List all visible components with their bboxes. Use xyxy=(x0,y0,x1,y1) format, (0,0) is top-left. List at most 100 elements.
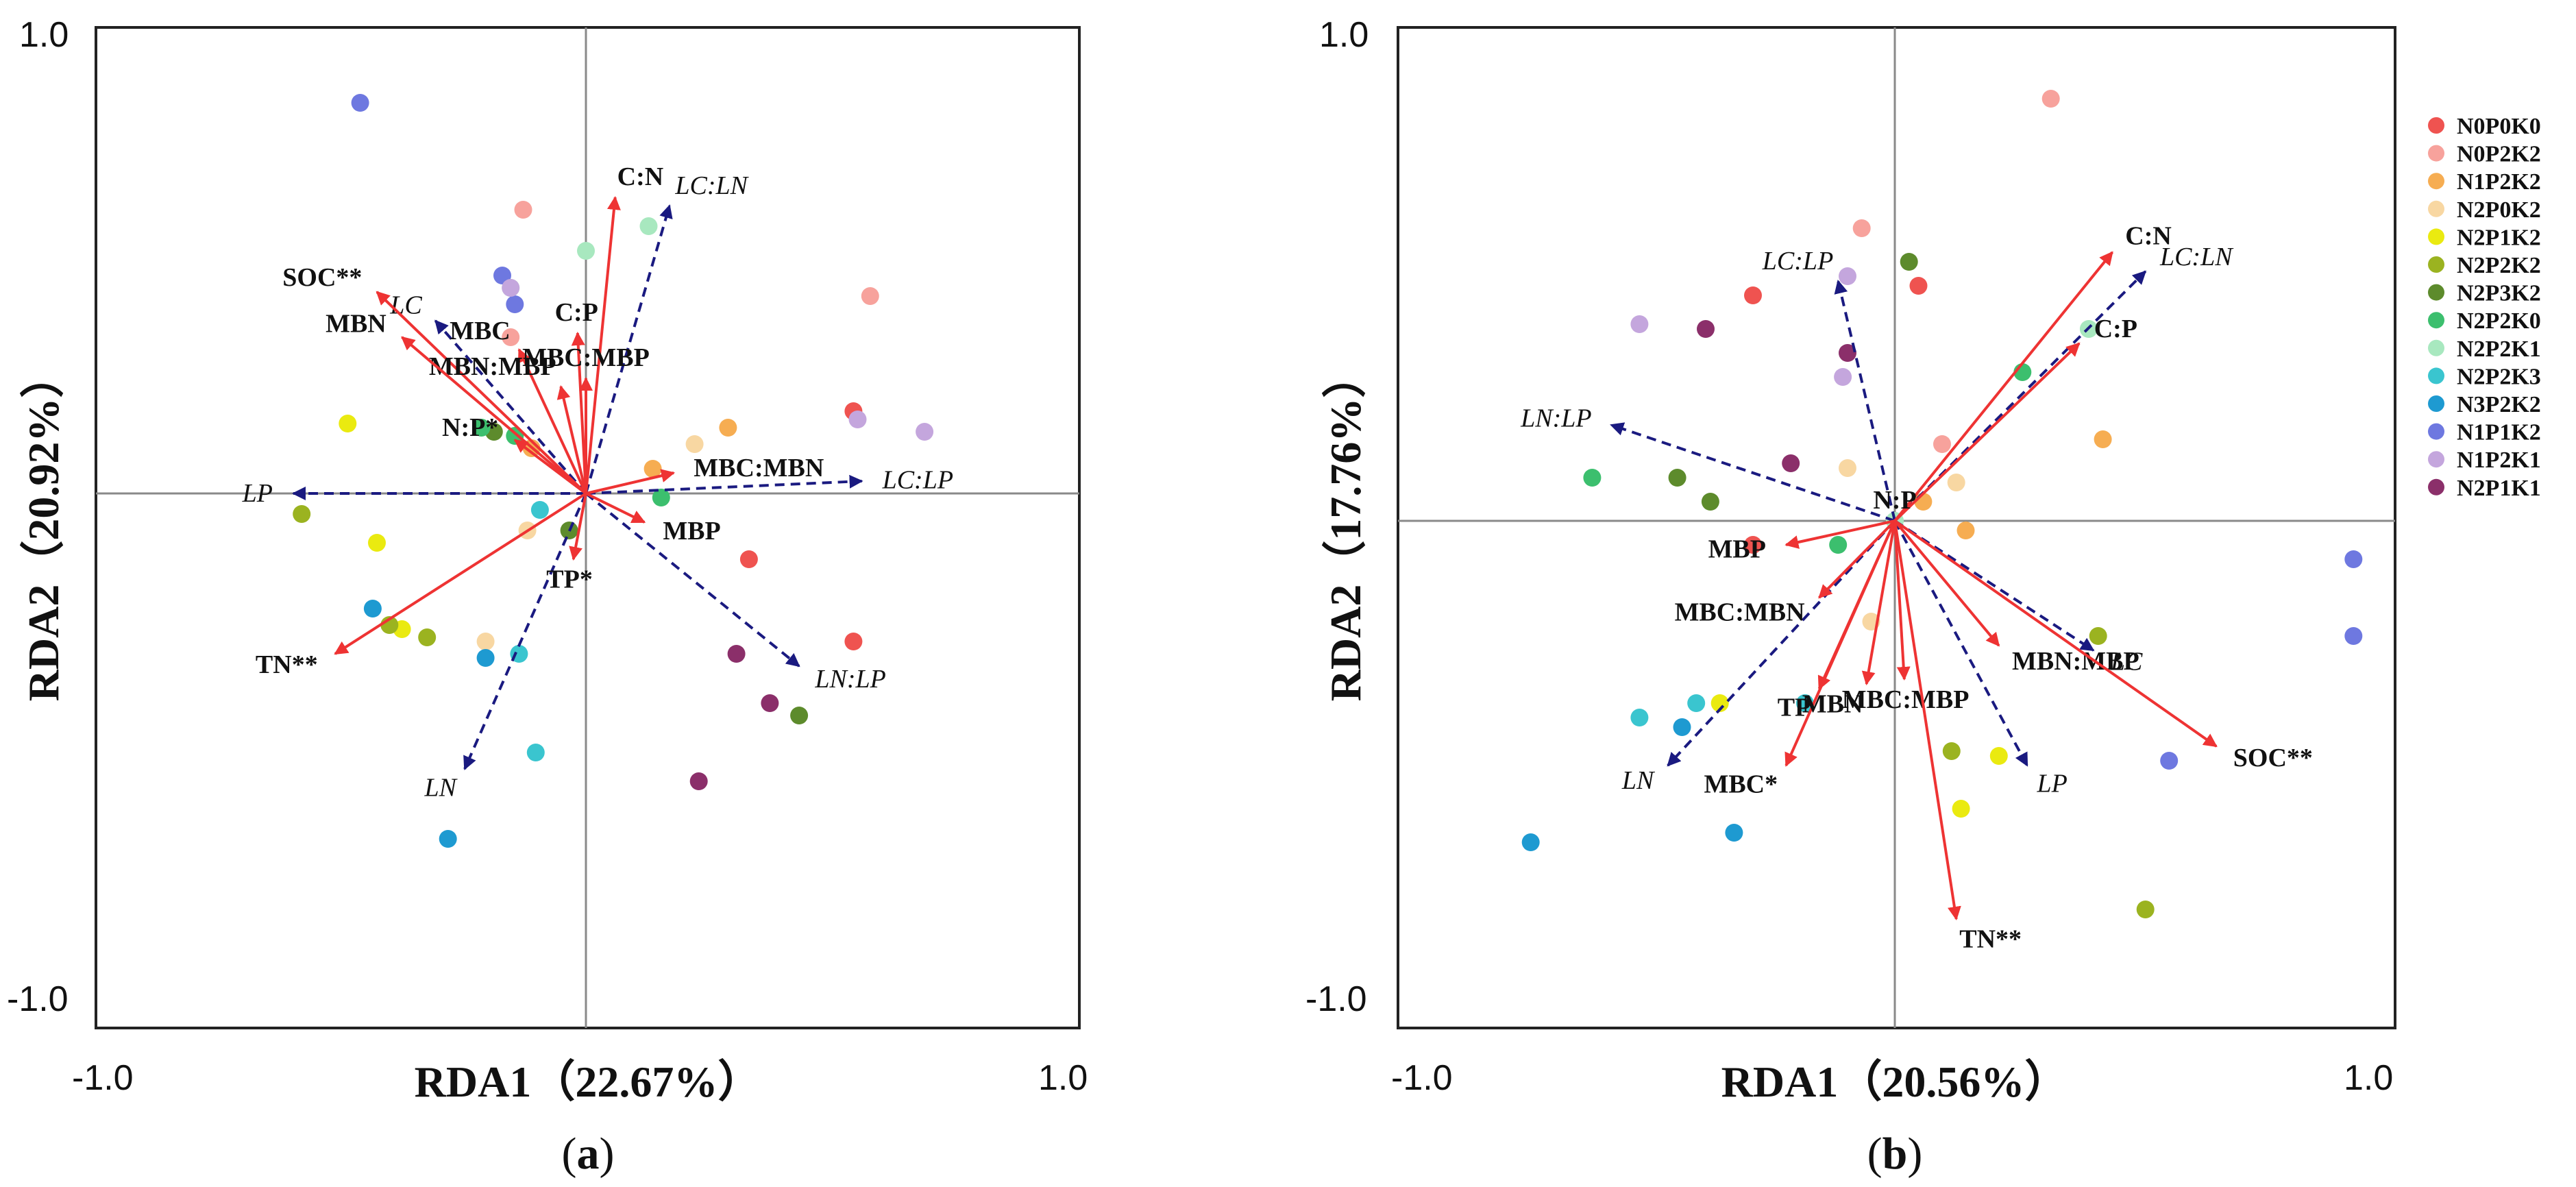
legend-swatch-n1p2k1 xyxy=(2428,451,2444,468)
panel-a-point-n2p2k2-15 xyxy=(293,505,311,523)
panel-a-label: (a) xyxy=(562,1129,615,1179)
panel-a-env-label-tn: TN** xyxy=(256,650,318,679)
panel-b-env-label-tn: TN** xyxy=(1959,925,2022,954)
panel-a-frame xyxy=(95,26,1081,1029)
panel-a-point-n3p2k2-32 xyxy=(439,830,457,848)
panel-a-point-n1p2k2-8 xyxy=(643,460,662,478)
legend-label-n2p2k2: N2P2K2 xyxy=(2457,253,2541,278)
panel-b-ytick-bottom: -1.0 xyxy=(1305,979,1367,1019)
panel-b-point-n2p1k2-14 xyxy=(1952,800,1970,818)
panel-b-letter: b xyxy=(1882,1129,1908,1179)
panel-a-species-label-lp: LP xyxy=(242,479,273,508)
panel-a-point-n2p2k3-27 xyxy=(530,501,549,519)
panel-b-point-n1p2k2-6 xyxy=(2094,430,2112,448)
legend-label-n0p2k2: N0P2K2 xyxy=(2457,142,2541,167)
panel-a-env-arrow-mbc xyxy=(517,348,587,494)
panel-b-species-arrow-lc-ln xyxy=(1893,270,2147,522)
legend-swatch-n2p2k2 xyxy=(2428,256,2444,273)
panel-b-xlabel: RDA1（20.56%） xyxy=(1721,1057,2069,1106)
legend-label-n2p1k1: N2P1K1 xyxy=(2457,476,2541,501)
panel-b-point-n2p2k0-21 xyxy=(1583,469,1602,487)
panel-a-point-n0p0k0-1 xyxy=(739,550,758,568)
panel-a-point-n0p2k2-5 xyxy=(861,287,879,305)
panel-a-env-label-mbc-mbp: MBC:MBP xyxy=(522,343,650,372)
panel-a-point-n2p3k2-20 xyxy=(790,707,809,724)
legend-label-n0p0k0: N0P0K0 xyxy=(2457,114,2541,139)
panel-b-species-label-ln-lp: LN:LP xyxy=(1520,404,1591,432)
legend-swatch-n1p1k2 xyxy=(2428,423,2444,440)
legend-label-n2p1k2: N2P1K2 xyxy=(2457,225,2541,250)
panel-b-point-n1p2k1-36 xyxy=(1839,267,1856,285)
panel-b-point-n2p0k2-10 xyxy=(1839,459,1856,477)
panel-b-point-n2p2k0-22 xyxy=(1829,536,1848,554)
panel-a-point-n0p2k2-4 xyxy=(502,328,520,346)
panel-a-letter: a xyxy=(577,1129,600,1179)
panel-a-point-n1p2k1-37 xyxy=(848,411,867,428)
panel-a-species-label-lc-ln: LC:LN xyxy=(674,171,749,200)
panel-b-point-n1p2k2-7 xyxy=(1956,522,1975,539)
panel-a: LC:LN LC LP LC:LP LN:LP LN C:N C:P SOC** MBC MBN:M… xyxy=(7,15,1088,1179)
panel-b-point-n2p2k3-29 xyxy=(1795,694,1814,712)
panel-b-xtick-right: 1.0 xyxy=(2344,1058,2393,1098)
legend-swatch-n1p2k2 xyxy=(2428,173,2444,190)
panel-a-species-arrow-ln xyxy=(463,493,587,770)
panel-b-species-arrow-ln-lp xyxy=(1610,422,1896,522)
panel-b-env-label-c-p: C:P xyxy=(2094,315,2137,343)
panel-a-xtick-left: -1.0 xyxy=(72,1058,134,1098)
panel-a-env-arrow-tn xyxy=(334,492,587,655)
panel-b-env-arrow-mbn-mbp xyxy=(1893,519,2000,647)
panel-b-point-n1p2k1-37 xyxy=(1630,315,1649,333)
panel-b-point-n2p1k2-13 xyxy=(1989,747,2008,765)
panel-b-point-n2p0k2-9 xyxy=(1947,474,1965,491)
panel-b-env-arrow-mbc xyxy=(1784,520,1896,767)
legend-swatch-n2p3k2 xyxy=(2428,284,2444,301)
panel-a-env-label-mbn: MBN xyxy=(326,310,387,339)
legend-label-n1p1k2: N1P1K2 xyxy=(2457,420,2541,445)
panel-a-point-n2p2k0-21 xyxy=(472,419,491,437)
panel-a-env-label-soc: SOC** xyxy=(282,263,362,292)
panel-b-point-n1p1k2-34 xyxy=(2344,627,2363,645)
panel-b-env-label-mbc: MBC* xyxy=(1704,770,1778,798)
legend-swatch-n2p2k1 xyxy=(2428,339,2444,356)
panel-b-env-arrow-mbc-mbp xyxy=(1893,520,1911,681)
panel-a-env-label-mbc-mbn: MBC:MBN xyxy=(694,454,824,482)
panel-a-point-n3p2k2-31 xyxy=(476,649,495,667)
panel-b-point-n3p2k2-31 xyxy=(1673,718,1691,736)
panel-b-point-n2p2k3-28 xyxy=(1687,694,1706,712)
panel-b-point-n2p1k1-40 xyxy=(1839,344,1856,362)
panel-b-point-n1p1k2-35 xyxy=(2344,550,2363,568)
panel-b-env-label-mbp: MBP xyxy=(1708,535,1766,563)
panel-b-env-label-c-n: C:N xyxy=(2125,222,2172,251)
panel-b-env-label-tp: TP xyxy=(1778,693,1811,722)
panel-a-species-label-ln: LN xyxy=(424,773,458,802)
panel-a-env-label-tp: TP* xyxy=(546,565,593,594)
panel-b-env-arrow-soc xyxy=(1893,519,2218,748)
panel-b-point-n2p1k2-12 xyxy=(1710,694,1729,712)
panel-b-point-n3p2k2-30 xyxy=(1521,833,1540,851)
panel-a-point-n2p1k1-40 xyxy=(761,694,779,712)
legend-swatch-n2p2k3 xyxy=(2428,367,2444,384)
panel-a-env-label-mbn-mbp: MBN:MBP xyxy=(429,352,556,381)
panel-b-env-arrow-mbp xyxy=(1784,519,1896,549)
legend-swatch-n2p1k1 xyxy=(2428,478,2444,495)
legend-label-n2p2k1: N2P2K1 xyxy=(2457,336,2541,362)
panel-a-point-n3p2k2-30 xyxy=(363,600,382,617)
panel-a-env-arrow-soc xyxy=(376,291,587,495)
panel-b-env-arrow-mbc-mbn xyxy=(1818,519,1896,599)
panel-b-species-label-lc-lp: LC:LP xyxy=(1762,247,1833,276)
panel-b-env-arrow-tn xyxy=(1893,520,1961,920)
panel-b-species-label-lc: LC xyxy=(2110,647,2143,676)
panel-a-point-n1p2k1-36 xyxy=(502,279,520,297)
panel-a-env-label-mbp: MBP xyxy=(663,517,720,546)
panel-b-ytick-top: 1.0 xyxy=(1319,15,1369,55)
panel-b-env-label-mbn-mbp: MBN:MBP xyxy=(2012,647,2139,676)
panel-a-env-arrow-n-p xyxy=(513,439,587,495)
panel-a-species-label-lc-lp: LC:LP xyxy=(882,466,953,495)
panel-b-ylabel: RDA2（17.76%） xyxy=(1321,354,1370,702)
panel-a-point-n0p0k0-2 xyxy=(844,633,863,650)
legend-label-n3p2k2: N3P2K2 xyxy=(2457,392,2541,417)
panel-a-xlabel: RDA1（22.67%） xyxy=(415,1057,762,1106)
panel-b-point-n0p0k0-2 xyxy=(1744,536,1762,554)
